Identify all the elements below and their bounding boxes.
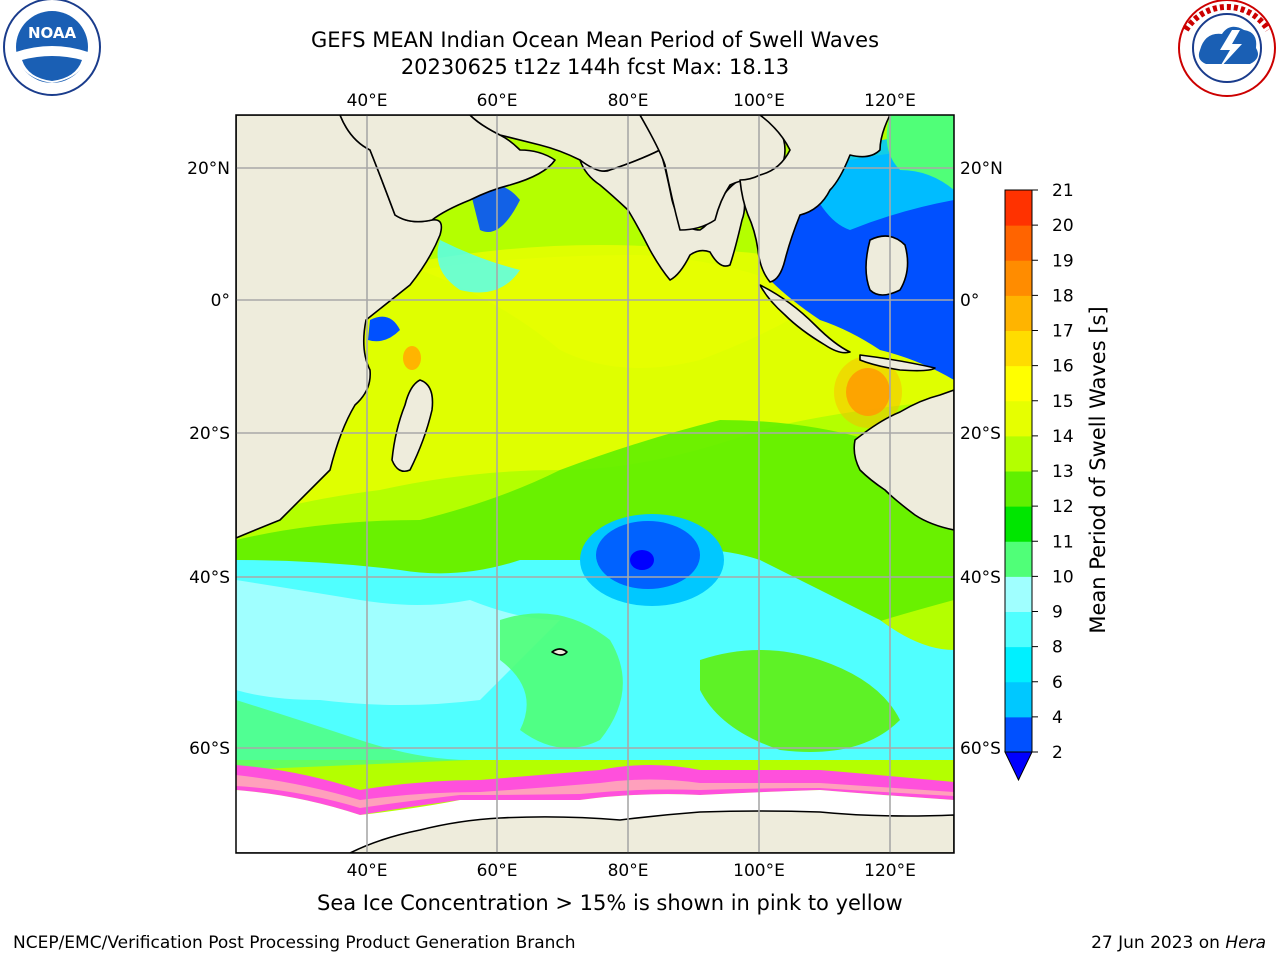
lon-label: 120°E bbox=[864, 861, 916, 881]
colorbar-segment bbox=[1005, 611, 1032, 648]
lon-labels-bottom: 40°E 60°E 80°E 100°E 120°E bbox=[347, 861, 916, 881]
colorbar-tick-label: 9 bbox=[1052, 603, 1063, 623]
lon-label: 100°E bbox=[733, 861, 785, 881]
lon-label: 40°E bbox=[347, 91, 388, 111]
colorbar-segment bbox=[1005, 190, 1032, 226]
lat-label: 20°N bbox=[960, 159, 1003, 179]
footer-date: 27 Jun 2023 on Hera bbox=[1091, 933, 1266, 953]
lat-label: 60°S bbox=[960, 739, 1001, 759]
colorbar-tick-label: 8 bbox=[1052, 638, 1063, 658]
footer-host: Hera bbox=[1225, 933, 1266, 953]
lon-label: 120°E bbox=[864, 91, 916, 111]
colorbar-tick-label: 19 bbox=[1052, 251, 1074, 271]
map-frame bbox=[235, 114, 955, 854]
colorbar-segment bbox=[1005, 646, 1032, 683]
lat-label: 40°S bbox=[960, 568, 1001, 588]
lon-label: 100°E bbox=[733, 91, 785, 111]
lon-label: 60°E bbox=[477, 91, 518, 111]
colorbar-tick-label: 16 bbox=[1052, 357, 1074, 377]
colorbar-segment bbox=[1005, 365, 1032, 402]
colorbar-label: Mean Period of Swell Waves [s] bbox=[1086, 306, 1110, 633]
colorbar-segment bbox=[1005, 435, 1032, 472]
lat-label: 0° bbox=[211, 291, 230, 311]
footer-date-text: 27 Jun 2023 on bbox=[1091, 933, 1220, 953]
colorbar-segment bbox=[1005, 681, 1032, 718]
colorbar-tick-label: 14 bbox=[1052, 427, 1074, 447]
lat-labels-right: 20°N 0° 20°S 40°S 60°S bbox=[960, 159, 1003, 759]
colorbar-tick-label: 12 bbox=[1052, 497, 1074, 517]
colorbar-tick-label: 21 bbox=[1052, 181, 1074, 201]
lon-label: 60°E bbox=[477, 861, 518, 881]
chart-subtitle: 20230625 t12z 144h fcst Max: 18.13 bbox=[400, 55, 790, 79]
lon-labels-top: 40°E 60°E 80°E 100°E 120°E bbox=[347, 91, 916, 111]
colorbar-segment bbox=[1005, 506, 1032, 542]
colorbar-segment bbox=[1005, 225, 1032, 261]
colorbar-extend-triangle bbox=[1004, 751, 1033, 782]
chart-title: GEFS MEAN Indian Ocean Mean Period of Sw… bbox=[310, 28, 880, 52]
colorbar-tick-label: 6 bbox=[1052, 673, 1063, 693]
colorbar-segment bbox=[1005, 471, 1032, 507]
lat-labels-left: 20°N 0° 20°S 40°S 60°S bbox=[187, 159, 230, 759]
colorbar-segment bbox=[1005, 330, 1032, 367]
colorbar-tick-label: 15 bbox=[1052, 392, 1074, 412]
lat-label: 20°S bbox=[189, 424, 230, 444]
lat-label: 60°S bbox=[189, 739, 230, 759]
colorbar-tick-label: 10 bbox=[1052, 567, 1074, 587]
colorbar-tick-label: 18 bbox=[1052, 286, 1074, 306]
lat-label: 0° bbox=[960, 291, 979, 311]
map-gridlines bbox=[236, 115, 954, 853]
map-area bbox=[236, 115, 954, 853]
colorbar-segment bbox=[1005, 295, 1032, 331]
lat-label: 40°S bbox=[189, 568, 230, 588]
lon-label: 80°E bbox=[608, 861, 649, 881]
colorbar-tick-label: 13 bbox=[1052, 462, 1074, 482]
lon-label: 80°E bbox=[608, 91, 649, 111]
colorbar: 2 4 6 8 9 10 11 12 13 14 15 16 17 18 19 20 21 bbox=[1004, 181, 1074, 782]
sea-ice-caption: Sea Ice Concentration > 15% is shown in … bbox=[317, 891, 903, 915]
colorbar-segment bbox=[1005, 260, 1032, 296]
colorbar-tick-label: 11 bbox=[1052, 532, 1074, 552]
noaa-logo-text: NOAA bbox=[28, 24, 77, 42]
lat-label: 20°S bbox=[960, 424, 1001, 444]
nws-logo bbox=[1178, 0, 1276, 97]
colorbar-tick-label: 4 bbox=[1052, 708, 1063, 728]
colorbar-segment bbox=[1005, 576, 1032, 612]
colorbar-tick-label: 2 bbox=[1052, 743, 1063, 763]
colorbar-segment bbox=[1005, 716, 1032, 753]
lat-label: 20°N bbox=[187, 159, 230, 179]
colorbar-segment bbox=[1005, 541, 1032, 577]
noaa-logo: NOAA bbox=[3, 0, 101, 96]
colorbar-tick-label: 20 bbox=[1052, 216, 1074, 236]
colorbar-tick-label: 17 bbox=[1052, 322, 1074, 342]
footer-credit: NCEP/EMC/Verification Post Processing Pr… bbox=[13, 933, 576, 953]
lon-label: 40°E bbox=[347, 861, 388, 881]
colorbar-segment bbox=[1005, 400, 1032, 437]
